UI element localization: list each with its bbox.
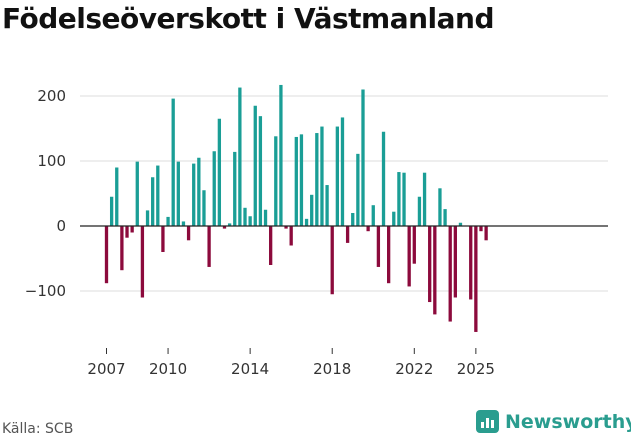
bar xyxy=(407,226,411,287)
bar xyxy=(474,226,478,332)
bar xyxy=(376,226,381,267)
bar xyxy=(417,196,422,226)
bar xyxy=(402,172,406,226)
y-tick-label: 100 xyxy=(37,152,66,170)
x-tick-label: 2014 xyxy=(231,360,269,378)
bar xyxy=(443,209,447,226)
bar xyxy=(381,131,386,226)
x-tick-label: 2007 xyxy=(87,360,125,378)
y-tick-label: −100 xyxy=(25,282,66,300)
source-note: Källa: SCB xyxy=(2,421,74,437)
bar xyxy=(130,226,134,233)
bar xyxy=(289,226,293,246)
x-tick-label: 2010 xyxy=(149,360,187,378)
newsworthy-logo: Newsworthy xyxy=(476,410,631,433)
chart-title: Födelseöverskott i Västmanland xyxy=(2,2,495,35)
bar xyxy=(186,226,191,241)
bar xyxy=(263,209,268,226)
x-tick-label: 2018 xyxy=(313,360,351,378)
x-tick-label: 2022 xyxy=(395,360,433,378)
bar xyxy=(366,226,370,232)
bar xyxy=(176,161,180,226)
bar xyxy=(397,172,401,226)
y-tick-label: 0 xyxy=(56,217,66,235)
bar xyxy=(212,151,216,226)
bars xyxy=(104,84,488,332)
bar xyxy=(345,226,350,243)
bar xyxy=(433,226,437,315)
bar xyxy=(279,84,283,226)
bar xyxy=(135,161,139,226)
bar xyxy=(310,194,314,226)
bar xyxy=(392,211,396,226)
bar xyxy=(325,185,329,226)
y-tick-label: 200 xyxy=(37,87,66,105)
bar xyxy=(181,221,186,226)
bar xyxy=(274,136,278,226)
bar xyxy=(156,165,160,226)
bar xyxy=(258,116,263,226)
bar xyxy=(161,226,165,252)
bar xyxy=(335,126,339,226)
x-axis: 2007 2010 2014 2018 2022 2025 xyxy=(80,225,608,378)
brand-name: Newsworthy xyxy=(505,410,631,433)
bar xyxy=(243,207,247,226)
bar xyxy=(269,226,273,265)
bar xyxy=(371,205,375,226)
bar xyxy=(340,117,345,226)
bar xyxy=(479,226,483,232)
bar xyxy=(361,89,365,226)
bar xyxy=(192,163,196,226)
bar xyxy=(238,87,242,226)
chart-logo-icon xyxy=(476,410,499,433)
bar xyxy=(233,151,237,226)
bar xyxy=(217,118,222,226)
bar xyxy=(458,222,463,226)
bar xyxy=(104,226,109,284)
bar xyxy=(222,226,227,229)
bar xyxy=(484,226,488,241)
bar xyxy=(315,133,319,226)
bar xyxy=(171,98,175,226)
x-tick-label: 2025 xyxy=(457,360,495,378)
bar xyxy=(284,226,288,229)
bar xyxy=(448,226,452,322)
bar xyxy=(438,188,442,226)
bar xyxy=(120,226,124,271)
bar xyxy=(387,226,391,284)
bar xyxy=(202,190,206,226)
bar xyxy=(109,196,114,226)
bar xyxy=(166,216,170,226)
bar xyxy=(299,134,304,226)
bar xyxy=(145,210,150,226)
bar xyxy=(453,226,457,298)
bar xyxy=(294,136,298,226)
bar xyxy=(469,226,473,300)
bar xyxy=(304,218,309,226)
bar xyxy=(253,105,257,226)
bar xyxy=(412,226,416,264)
bar xyxy=(140,226,145,298)
y-axis-labels: 200 100 0 −100 xyxy=(25,87,66,300)
bar xyxy=(330,226,334,295)
bar xyxy=(125,226,129,238)
bar xyxy=(151,177,155,226)
bar xyxy=(248,216,252,226)
bar xyxy=(207,226,211,267)
bar xyxy=(115,167,119,226)
bar xyxy=(320,126,324,226)
bar xyxy=(197,157,201,226)
bar xyxy=(227,223,232,226)
bar xyxy=(356,153,360,226)
bar xyxy=(428,226,432,303)
bar xyxy=(351,213,355,226)
bar xyxy=(422,172,427,226)
